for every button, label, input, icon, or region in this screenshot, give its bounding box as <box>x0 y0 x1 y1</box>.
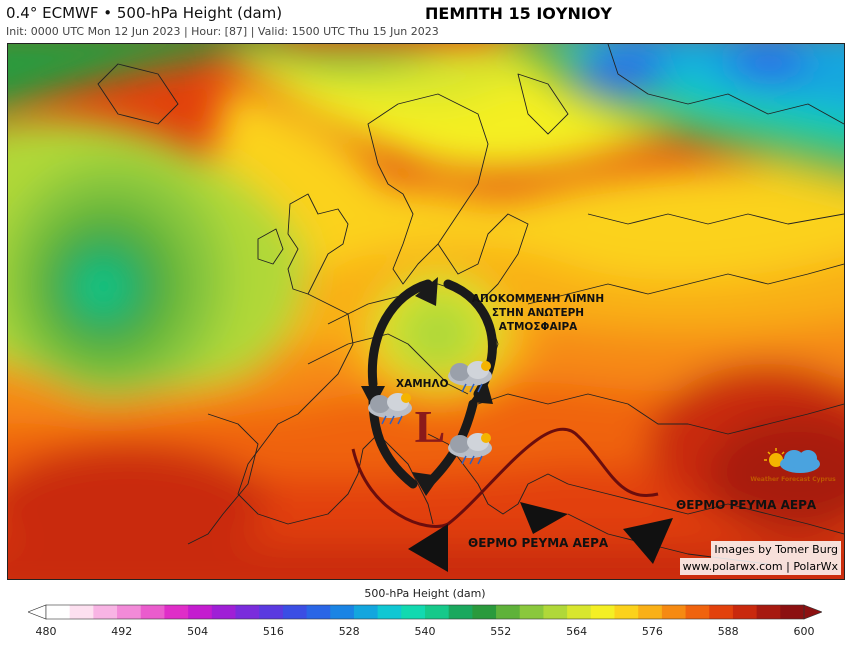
colorbar-title: 500-hPa Height (dam) <box>364 587 486 600</box>
colorbar-segment <box>543 605 568 619</box>
cutoff-low-label: ΑΠΟΚΟΜΜΕΝΗ ΛΙΜΝΗ ΣΤΗΝ ΑΝΩΤΕΡΗ ΑΤΜΟΣΦΑΙΡΑ <box>463 292 613 335</box>
colorbar-segment <box>519 605 544 619</box>
cutoff-low-label-line: ΑΠΟΚΟΜΜΕΝΗ ΛΙΜΝΗ <box>471 293 605 305</box>
colorbar-segment <box>709 605 734 619</box>
colorbar <box>28 604 822 620</box>
colorbar-min-extend <box>28 604 47 620</box>
image-credit: Images by Tomer Burg www.polarwx.com | P… <box>679 540 841 575</box>
warm-advection-arrows <box>408 502 673 572</box>
cutoff-low-label-line: ΣΤΗΝ ΑΝΩΤΕΡΗ <box>491 307 585 320</box>
colorbar-tick-label: 528 <box>338 625 360 638</box>
cutoff-low-label-line: ΑΤΜΟΣΦΑΙΡΑ <box>498 321 578 334</box>
colorbar-segment <box>235 605 260 619</box>
colorbar-segment <box>140 605 165 619</box>
map-subtitle: Init: 0000 UTC Mon 12 Jun 2023 | Hour: [… <box>6 25 439 38</box>
logo-text: Weather Forecast Cyprus <box>750 476 836 483</box>
colorbar-segment <box>377 605 402 619</box>
low-pressure-symbol: L <box>415 401 446 452</box>
colorbar-tick-label: 576 <box>641 625 663 638</box>
colorbar-segment <box>211 605 236 619</box>
credit-line-site[interactable]: www.polarwx.com | PolarWx <box>679 557 841 575</box>
colorbar-segment <box>732 605 758 619</box>
warm-current-label-left: ΘΕΡΜΟ ΡΕΥΜΑ ΑΕΡΑ <box>468 536 609 550</box>
colorbar-segment <box>93 605 118 619</box>
colorbar-segment <box>306 605 331 619</box>
colorbar-segment <box>282 605 308 619</box>
colorbar-segment <box>69 605 94 619</box>
height-field-map: L <box>8 44 844 579</box>
colorbar-tick-label: 564 <box>566 625 588 638</box>
colorbar-segment <box>425 605 450 619</box>
storm-cloud-icon <box>368 393 412 425</box>
sun-cloud-logo-icon <box>764 448 820 473</box>
colorbar-max-extend <box>803 604 822 620</box>
colorbar-segment <box>401 605 426 619</box>
jet-stream-line <box>351 427 659 528</box>
colorbar-segment <box>590 605 615 619</box>
colorbar-tick-label: 504 <box>187 625 209 638</box>
colorbar-segment <box>638 605 663 619</box>
arrow-heads <box>361 277 493 496</box>
colorbar-segment <box>756 605 781 619</box>
colorbar-segment <box>472 605 497 619</box>
colorbar-segment <box>685 605 710 619</box>
storm-cloud-icon <box>448 361 492 393</box>
colorbar-segment <box>188 605 213 619</box>
colorbar-segment <box>661 605 687 619</box>
colorbar-tick-label: 588 <box>717 625 739 638</box>
warm-current-label-right: ΘΕΡΜΟ ΡΕΥΜΑ ΑΕΡΑ <box>676 498 817 512</box>
low-label: ΧΑΜΗΛΟ <box>396 378 449 390</box>
colorbar-border <box>45 604 805 620</box>
colorbar-segment <box>614 605 639 619</box>
colorbar-tick-label: 516 <box>262 625 284 638</box>
colorbar-tick-label: 552 <box>490 625 512 638</box>
colorbar-segment <box>46 605 71 619</box>
weather-forecast-cyprus-logo: Weather Forecast Cyprus <box>750 446 836 492</box>
colorbar-segment <box>496 605 521 619</box>
colorbar-segment <box>259 605 284 619</box>
colorbar-segment <box>780 605 805 619</box>
map-title: 0.4° ECMWF • 500-hPa Height (dam) <box>6 4 283 22</box>
colorbar-tick-label: 600 <box>793 625 815 638</box>
colorbar-tick-label: 480 <box>35 625 57 638</box>
colorbar-segment <box>164 605 189 619</box>
colorbar-tick-label: 492 <box>111 625 133 638</box>
colorbar-segment <box>353 605 379 619</box>
colorbar-tick-label: 540 <box>414 625 436 638</box>
map-panel[interactable]: L ΑΠΟΚΟΜΜΕΝΗ ΛΙΜΝΗ ΣΤΗΝ ΑΝΩΤΕΡΗ ΑΤΜΟΣΦΑΙ… <box>7 43 845 580</box>
storm-cloud-icon <box>448 433 492 465</box>
colorbar-segment <box>117 605 142 619</box>
colorbar-segment <box>448 605 473 619</box>
colorbar-segment <box>330 605 355 619</box>
date-title: ΠΕΜΠΤΗ 15 ΙΟΥΝΙΟΥ <box>425 4 613 23</box>
colorbar-segment <box>567 605 592 619</box>
credit-line-author: Images by Tomer Burg <box>711 540 841 558</box>
